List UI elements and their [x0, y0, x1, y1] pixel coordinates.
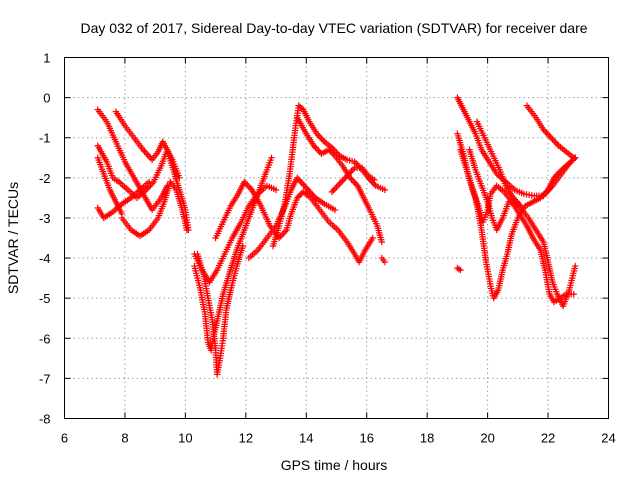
- data-point: [543, 129, 550, 137]
- x-axis-label: GPS time / hours: [281, 457, 388, 473]
- data-point: [272, 186, 280, 194]
- data-point: [570, 290, 577, 298]
- series-track-21: [473, 118, 525, 210]
- series-track-22: [454, 264, 464, 274]
- data-point: [268, 154, 275, 161]
- x-tick-label: 10: [178, 431, 192, 446]
- grid: [64, 57, 609, 419]
- y-tick-label: -8: [39, 412, 51, 427]
- data-point: [319, 136, 327, 144]
- x-tick-label: 6: [61, 431, 68, 446]
- data-point: [328, 188, 336, 196]
- data-point: [371, 176, 378, 184]
- chart-title: Day 032 of 2017, Sidereal Day-to-day VTE…: [80, 20, 587, 36]
- series-track-8: [191, 154, 275, 354]
- axis-ticks: [64, 57, 609, 419]
- data-point: [331, 206, 339, 214]
- series-track-14: [328, 164, 378, 196]
- data-point: [378, 238, 386, 246]
- x-tick-label: 20: [480, 431, 494, 446]
- data-point: [572, 262, 579, 270]
- data-point: [455, 265, 463, 273]
- data-point: [381, 258, 389, 266]
- x-tick-label: 24: [601, 431, 615, 446]
- data-point: [570, 154, 577, 161]
- series-track-13: [294, 114, 386, 246]
- data-point: [349, 177, 357, 185]
- data-point: [336, 180, 343, 188]
- data-point: [295, 193, 302, 200]
- data-point: [298, 105, 305, 112]
- data-point: [337, 179, 345, 186]
- data-point: [325, 146, 333, 153]
- data-point: [294, 194, 301, 202]
- data-point: [349, 166, 357, 173]
- data-point: [457, 266, 464, 274]
- series-track-20: [523, 102, 577, 161]
- data-point: [351, 179, 358, 186]
- data-point: [549, 136, 556, 143]
- y-tick-label: -3: [39, 211, 51, 226]
- data-point: [297, 191, 304, 199]
- y-tick-label: 0: [43, 91, 50, 106]
- y-tick-label: 1: [43, 51, 50, 66]
- tick-labels: 6 8 10 12 14 16 18 20 22 24 -8 -7 -6 -5 -4 -3 -2 -1 0 1: [39, 51, 616, 446]
- data-point: [330, 187, 337, 194]
- x-tick-label: 8: [121, 431, 128, 446]
- series-track-4: [94, 154, 126, 218]
- data-point: [517, 202, 525, 210]
- data-point: [313, 145, 321, 153]
- data-point: [333, 183, 340, 191]
- data-point: [340, 175, 348, 183]
- x-tick-label: 12: [239, 431, 253, 446]
- data-point: [544, 131, 552, 138]
- y-tick-label: -5: [39, 291, 51, 306]
- y-tick-label: -4: [39, 251, 51, 266]
- data-point: [553, 140, 561, 148]
- data-point: [330, 151, 337, 158]
- data-point: [553, 171, 561, 178]
- series-track-6: [118, 178, 191, 240]
- data-point: [334, 182, 342, 189]
- series-track-19: [457, 146, 579, 302]
- series-track-10: [212, 178, 376, 266]
- plot-frame: [64, 57, 609, 419]
- data-point: [552, 139, 559, 146]
- series-track-5: [94, 178, 153, 222]
- series-track-15: [378, 254, 389, 266]
- x-tick-label: 22: [541, 431, 555, 446]
- data-point: [280, 229, 287, 237]
- data-point: [245, 183, 253, 190]
- data-point: [546, 132, 553, 140]
- x-tick-label: 18: [420, 431, 434, 446]
- data-point: [339, 177, 346, 184]
- y-tick-label: -7: [39, 371, 51, 386]
- data-point: [318, 135, 325, 142]
- data-point: [547, 134, 555, 141]
- data-point: [145, 178, 153, 186]
- data-point: [316, 133, 324, 141]
- data-point: [176, 174, 183, 182]
- data-point: [550, 137, 558, 145]
- data-point: [327, 148, 334, 155]
- data-point: [328, 149, 336, 156]
- data-points: [94, 94, 579, 378]
- x-tick-label: 16: [359, 431, 373, 446]
- data-point: [369, 234, 376, 242]
- y-axis-label: SDTVAR / TECUs: [5, 182, 21, 294]
- data-point: [381, 186, 389, 194]
- series-track-9: [191, 182, 280, 286]
- y-tick-label: -6: [39, 331, 51, 346]
- data-point: [244, 181, 251, 189]
- data-point: [331, 185, 339, 192]
- x-tick-label: 14: [299, 431, 313, 446]
- y-tick-label: -1: [39, 131, 51, 146]
- data-point: [183, 226, 191, 234]
- y-tick-label: -2: [39, 171, 51, 186]
